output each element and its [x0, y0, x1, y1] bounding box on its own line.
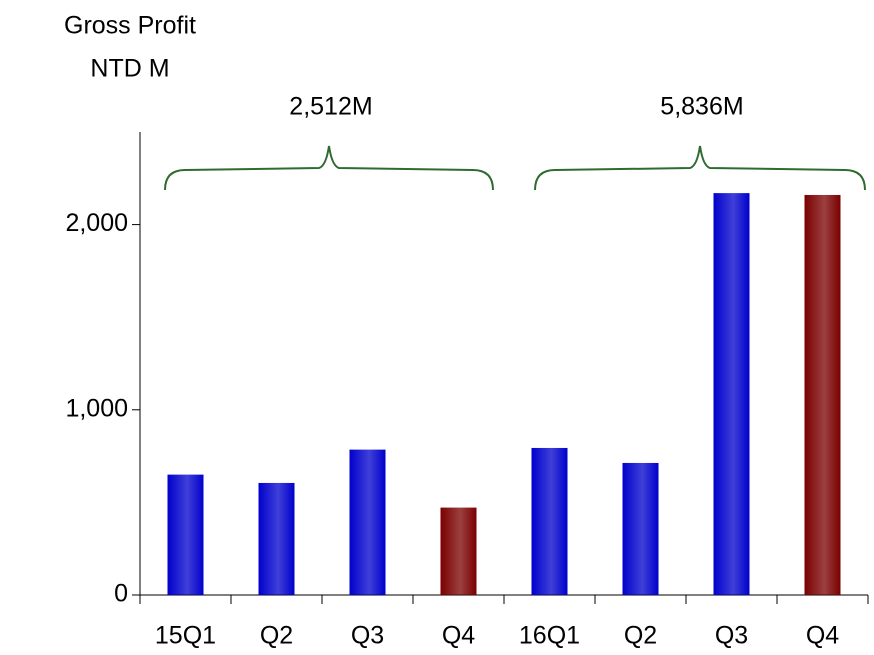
bar [804, 194, 841, 595]
annotation: 2,512M [289, 93, 372, 121]
x-tick-label: Q2 [624, 622, 657, 650]
x-tick-label: 15Q1 [155, 622, 216, 650]
annotation: 5,836M [660, 93, 743, 121]
x-tick-label: 16Q1 [519, 622, 580, 650]
bar [440, 507, 477, 595]
brace [164, 145, 494, 191]
y-tick-label: 1,000 [65, 394, 128, 422]
x-tick-label: Q2 [260, 622, 293, 650]
y-tick-label: 0 [114, 580, 128, 608]
x-tick-label: Q3 [351, 622, 384, 650]
x-tick-label: Q4 [806, 622, 839, 650]
bar [622, 462, 659, 595]
bar [531, 447, 568, 595]
chart-title: Gross Profit [64, 12, 196, 40]
brace [534, 145, 866, 191]
x-tick-label: Q3 [715, 622, 748, 650]
y-tick-label: 2,000 [65, 209, 128, 237]
bar [349, 449, 386, 595]
x-tick-label: Q4 [442, 622, 475, 650]
bar [258, 482, 295, 595]
bar [713, 193, 750, 595]
chart-subtitle: NTD M [90, 55, 169, 83]
bar [167, 474, 204, 595]
